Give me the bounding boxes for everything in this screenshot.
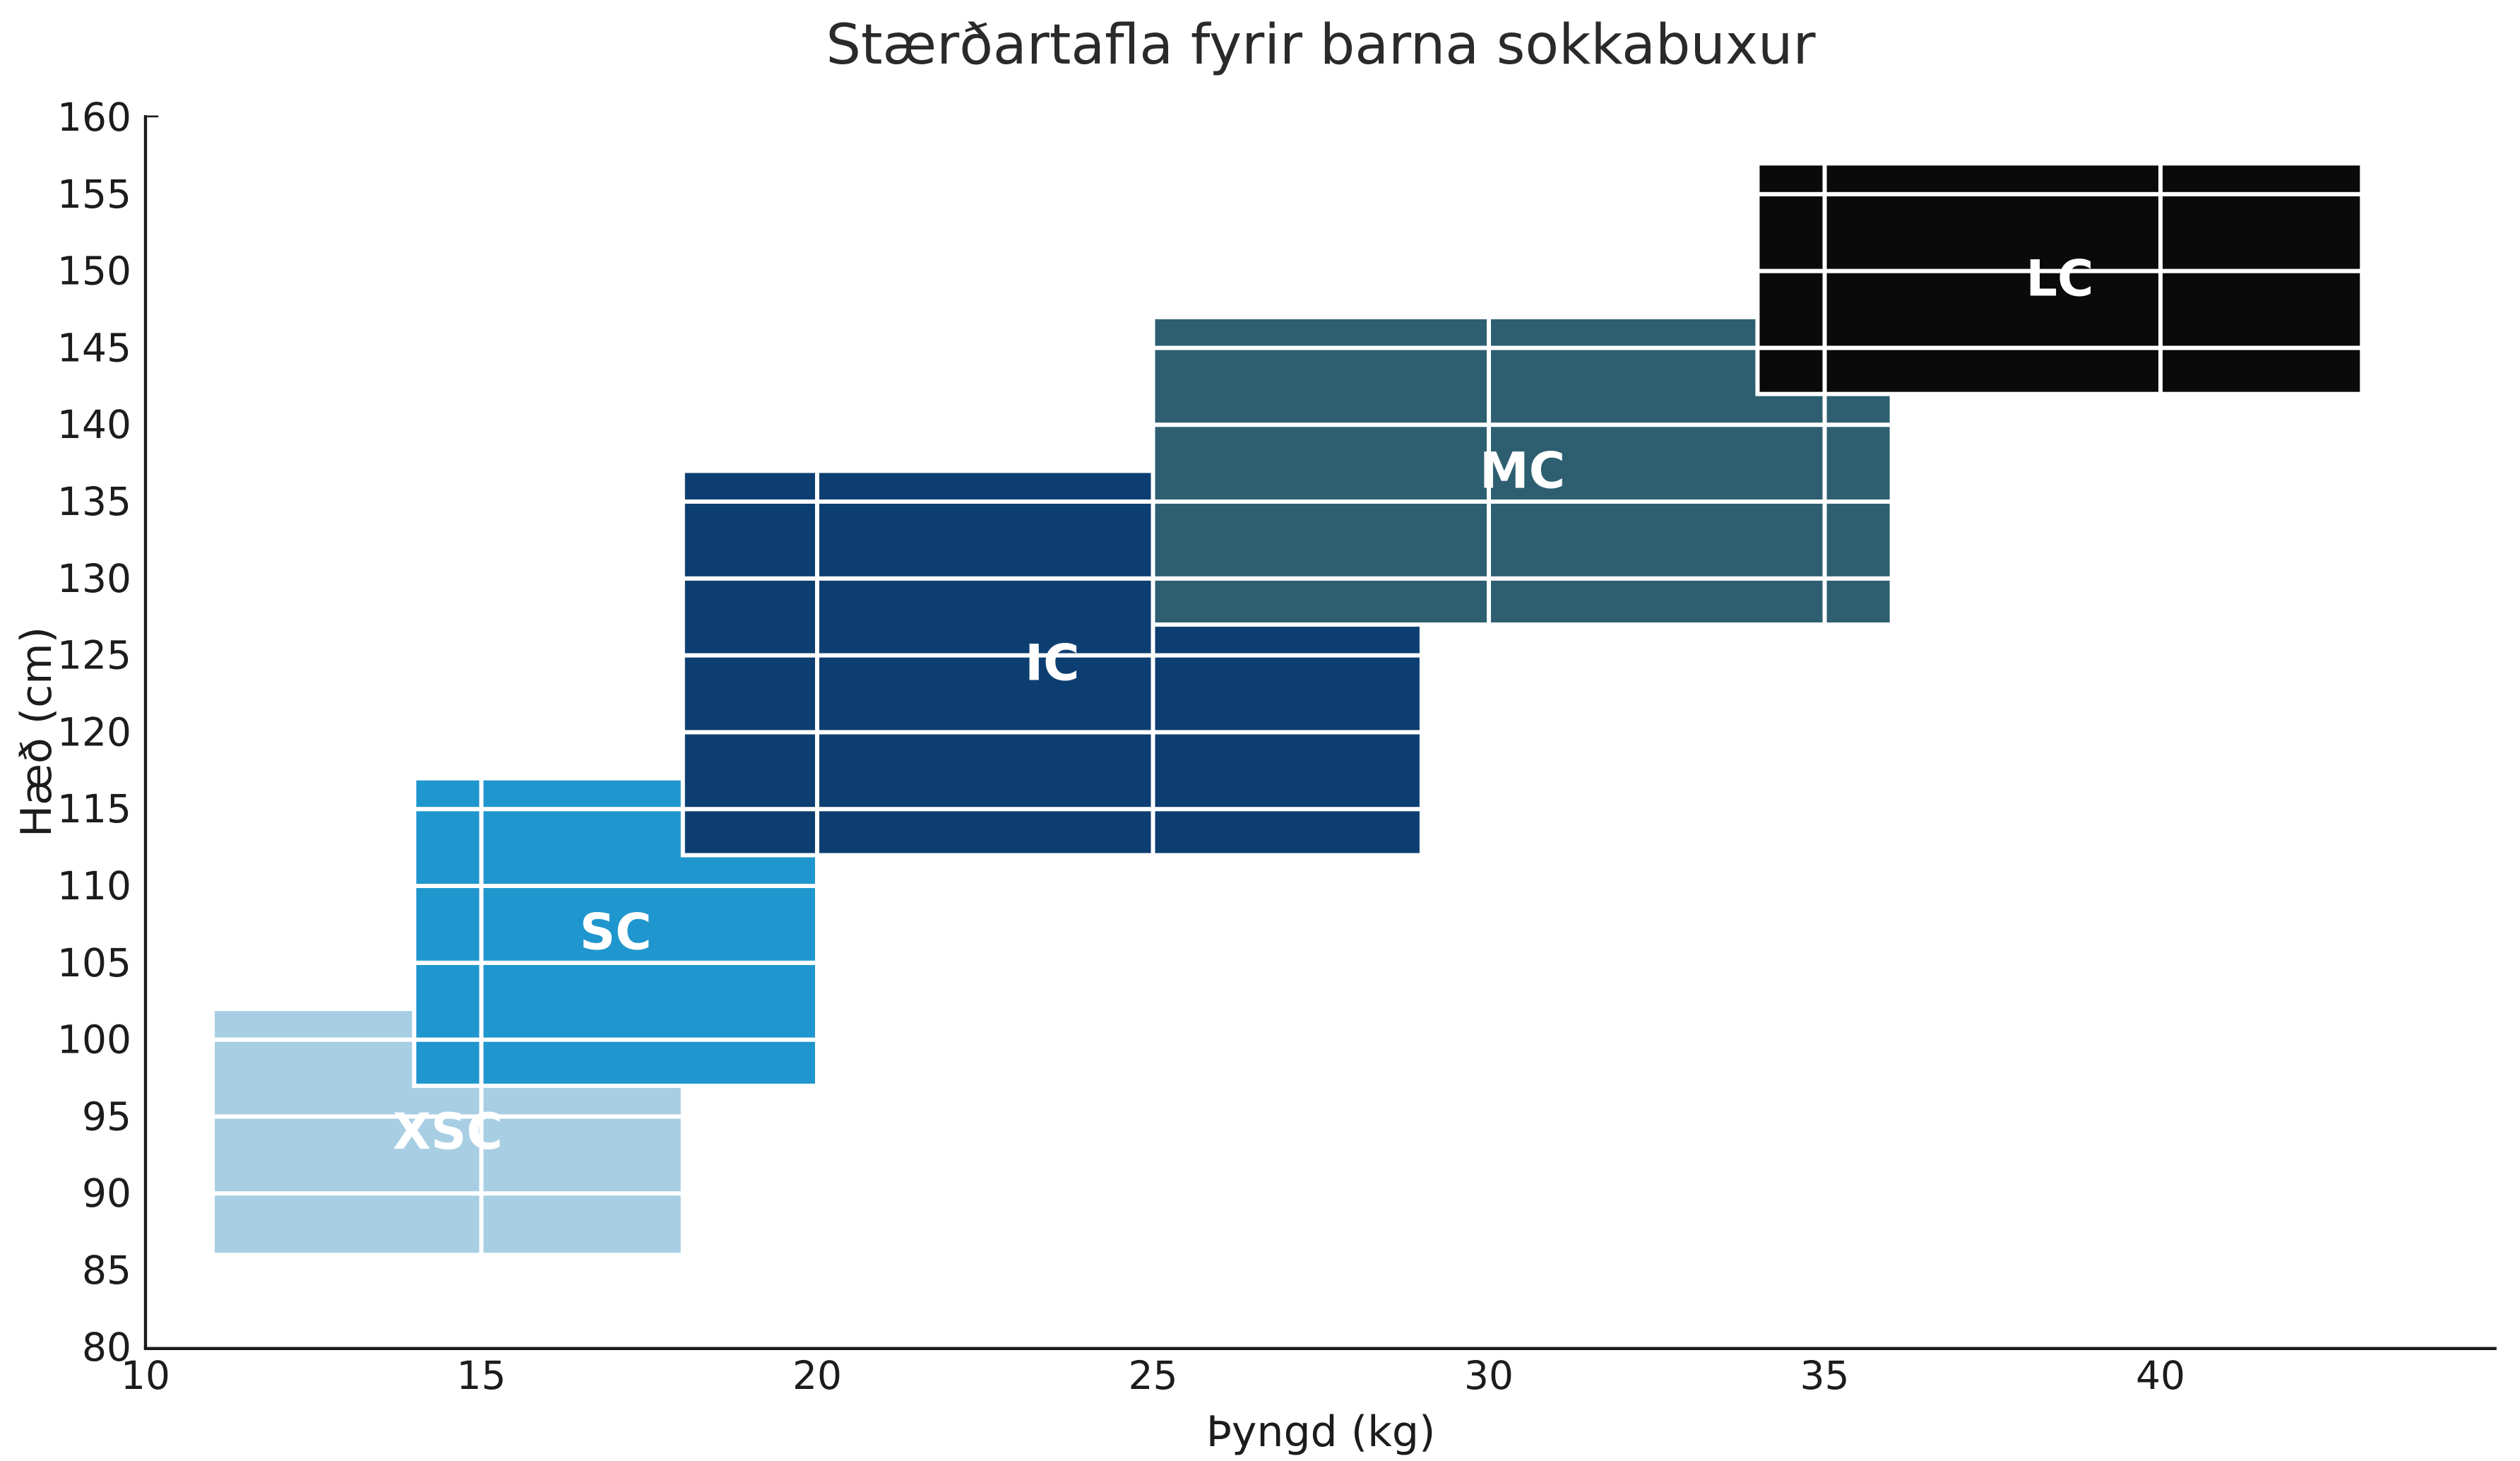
size-cell-SC [412, 1037, 484, 1088]
size-cell-LC [2158, 191, 2365, 273]
y-tick-label-100: 100 [57, 1017, 131, 1063]
size-cell-IC [680, 468, 819, 504]
size-cell-IC [815, 468, 1155, 504]
y-axis-top-tick [147, 115, 159, 118]
x-axis-label: Þyngd (kg) [1206, 1407, 1436, 1457]
size-cell-XSC [210, 1191, 484, 1258]
size-cell-IC [1151, 653, 1424, 735]
size-cell-LC [1755, 191, 1827, 273]
x-tick-label-25: 25 [1129, 1353, 1178, 1398]
size-cell-SC [412, 960, 484, 1042]
size-cell-MC [1487, 422, 1827, 504]
size-cell-LC [1822, 268, 2163, 350]
axes [143, 115, 2497, 1350]
size-block-label-SC: SC [580, 903, 652, 961]
y-tick-label-160: 160 [57, 95, 131, 140]
size-cell-IC [815, 730, 1155, 812]
y-tick-label-120: 120 [57, 709, 131, 755]
size-cell-MC [1151, 314, 1491, 350]
x-tick-labels: 10 15 20 25 30 35 40 [121, 1353, 2185, 1398]
size-cell-MC [1822, 576, 1894, 627]
y-axis-spine [143, 115, 148, 1349]
y-tick-labels: 80 85 90 95 100 105 110 115 120 125 130 135 140 145 15… [57, 95, 131, 1370]
y-tick-label-105: 105 [57, 940, 131, 986]
size-cell-MC [1487, 576, 1827, 627]
x-tick-label-15: 15 [457, 1353, 506, 1398]
size-cell-LC [1755, 268, 1827, 350]
size-cell-SC [412, 776, 484, 812]
size-cell-LC [2158, 345, 2365, 396]
chart-title: Stærðartafla fyrir barna sokkabuxur [826, 13, 1816, 77]
size-blocks: XSC SC IC MC LC [210, 161, 2365, 1258]
size-block-label-LC: LC [2026, 249, 2093, 307]
size-block-IC: IC [680, 468, 1424, 858]
y-tick-label-110: 110 [57, 863, 131, 909]
y-tick-label-80: 80 [82, 1325, 131, 1370]
size-cell-LC [1822, 345, 2163, 396]
y-axis-label: Hæð (cm) [12, 627, 61, 837]
size-cell-LC [1755, 161, 1827, 196]
size-cell-LC [1822, 191, 2163, 273]
size-cell-IC [680, 653, 819, 735]
y-tick-label-115: 115 [57, 786, 131, 832]
size-cell-MC [1151, 576, 1491, 627]
size-cell-IC [680, 807, 819, 858]
size-cell-LC [2158, 268, 2365, 350]
size-cell-SC [479, 960, 819, 1042]
y-tick-label-130: 130 [57, 556, 131, 601]
y-tick-label-85: 85 [82, 1248, 131, 1293]
size-block-label-XSC: XSC [393, 1103, 503, 1161]
size-cell-IC [815, 576, 1155, 658]
x-tick-label-20: 20 [792, 1353, 842, 1398]
y-tick-label-150: 150 [57, 249, 131, 294]
size-cell-MC [1822, 499, 1894, 581]
y-tick-label-140: 140 [57, 402, 131, 447]
y-tick-label-95: 95 [82, 1094, 131, 1139]
size-cell-IC [680, 730, 819, 812]
size-cell-IC [815, 499, 1155, 581]
y-tick-label-125: 125 [57, 633, 131, 678]
size-cell-LC [1755, 345, 1827, 396]
y-tick-label-135: 135 [57, 479, 131, 524]
size-cell-MC [1151, 422, 1491, 504]
size-cell-IC [1151, 730, 1424, 812]
y-tick-label-155: 155 [57, 172, 131, 217]
size-cell-IC [680, 499, 819, 581]
x-axis-spine [143, 1347, 2497, 1350]
size-block-MC: MC [1151, 314, 1894, 627]
x-tick-label-10: 10 [121, 1353, 170, 1398]
x-tick-label-30: 30 [1464, 1353, 1514, 1398]
size-cell-MC [1487, 499, 1827, 581]
size-block-LC: LC [1755, 161, 2365, 396]
size-cell-IC [815, 807, 1155, 858]
x-tick-label-35: 35 [1800, 1353, 1850, 1398]
size-cell-LC [1822, 161, 2163, 196]
size-cell-IC [815, 653, 1155, 735]
size-cell-XSC [479, 1114, 685, 1196]
y-tick-label-145: 145 [57, 325, 131, 370]
size-cell-LC [2158, 161, 2365, 196]
size-cell-IC [680, 576, 819, 658]
size-cell-IC [1151, 807, 1424, 858]
size-cell-MC [1822, 422, 1894, 504]
size-cell-XSC [479, 1191, 685, 1258]
x-tick-label-40: 40 [2136, 1353, 2185, 1398]
size-cell-SC [479, 1037, 819, 1088]
size-cell-MC [1151, 499, 1491, 581]
size-cell-MC [1151, 345, 1491, 427]
y-tick-label-90: 90 [82, 1171, 131, 1216]
size-block-label-IC: IC [1025, 634, 1079, 692]
size-cell-SC [479, 884, 819, 965]
size-cell-XSC [210, 1114, 484, 1196]
size-cell-SC [412, 884, 484, 965]
size-cell-SC [412, 807, 484, 888]
size-block-label-MC: MC [1480, 442, 1565, 499]
